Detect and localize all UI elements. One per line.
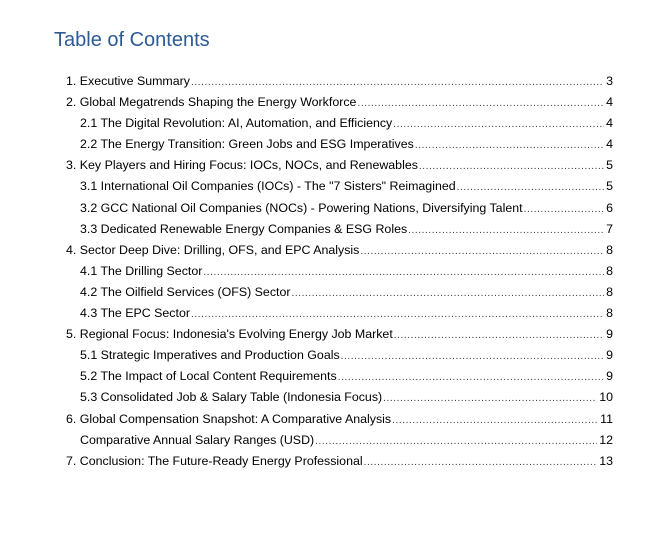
toc-entry-page: 3: [606, 74, 613, 88]
toc-entry[interactable]: 6. Global Compensation Snapshot: A Compa…: [66, 412, 613, 433]
toc-entry-page: 8: [606, 242, 613, 257]
toc-entry-label: Comparative Annual Salary Ranges (USD): [80, 432, 315, 447]
dot-leader: [191, 309, 604, 320]
dot-leader: [408, 225, 604, 236]
dot-leader: [393, 119, 604, 130]
dot-leader: [415, 140, 604, 151]
toc-entry[interactable]: 3. Key Players and Hiring Focus: IOCs, N…: [66, 158, 613, 179]
dot-leader: [291, 288, 604, 299]
toc-entry-label: 5. Regional Focus: Indonesia's Evolving …: [66, 327, 393, 342]
toc-entry-label: 2. Global Megatrends Shaping the Energy …: [66, 95, 357, 110]
toc-entry[interactable]: 5. Regional Focus: Indonesia's Evolving …: [66, 327, 613, 348]
toc-entry-label: 3.2 GCC National Oil Companies (NOCs) - …: [80, 200, 523, 215]
toc-entry-label: 2.2 The Energy Transition: Green Jobs an…: [80, 137, 414, 152]
toc-entry-label: 3.3 Dedicated Renewable Energy Companies…: [80, 221, 408, 236]
toc-entry[interactable]: 4. Sector Deep Dive: Drilling, OFS, and …: [66, 243, 613, 264]
toc-entry-page: 8: [606, 263, 613, 278]
toc-entry[interactable]: 3.3 Dedicated Renewable Energy Companies…: [66, 222, 613, 243]
toc-entry[interactable]: 4.1 The Drilling Sector 8: [66, 264, 613, 285]
dot-leader: [457, 182, 604, 193]
toc-entry[interactable]: 3.2 GCC National Oil Companies (NOCs) - …: [66, 201, 613, 222]
dot-leader: [419, 161, 604, 172]
toc-entry[interactable]: 2.1 The Digital Revolution: AI, Automati…: [66, 116, 613, 137]
toc-entry[interactable]: 7. Conclusion: The Future-Ready Energy P…: [66, 454, 613, 475]
toc-entry-page: 11: [600, 411, 613, 426]
toc-entry[interactable]: 5.1 Strategic Imperatives and Production…: [66, 348, 613, 369]
toc-entry-label: 3. Key Players and Hiring Focus: IOCs, N…: [66, 158, 418, 173]
toc-entry[interactable]: Comparative Annual Salary Ranges (USD) 12: [66, 433, 613, 454]
dot-leader: [360, 246, 604, 257]
toc-entry[interactable]: 5.3 Consolidated Job & Salary Table (Ind…: [66, 390, 613, 411]
toc-entry-page: 4: [606, 116, 613, 131]
dot-leader: [392, 415, 598, 426]
toc-entry-page: 5: [606, 158, 613, 173]
toc-entry-page: 13: [599, 453, 613, 468]
toc-entry-page: 9: [606, 348, 613, 363]
toc-entry-label: 5.2 The Impact of Local Content Requirem…: [80, 369, 337, 384]
toc-entry-page: 4: [606, 95, 613, 110]
toc-entry-label: 2.1 The Digital Revolution: AI, Automati…: [80, 116, 393, 131]
toc-entry-page: 9: [606, 327, 613, 342]
toc-entry-label: 5.3 Consolidated Job & Salary Table (Ind…: [80, 390, 383, 405]
dot-leader: [315, 436, 597, 447]
toc-entry-page: 6: [606, 200, 613, 215]
toc-entry-label: 4.1 The Drilling Sector: [80, 263, 203, 278]
toc-entry-label: 4.3 The EPC Sector: [80, 306, 190, 321]
toc-entry[interactable]: 2. Global Megatrends Shaping the Energy …: [66, 95, 613, 116]
toc-entry-label: 6. Global Compensation Snapshot: A Compa…: [66, 411, 392, 426]
toc-entry[interactable]: 5.2 The Impact of Local Content Requirem…: [66, 369, 613, 390]
toc-entry-label: 5.1 Strategic Imperatives and Production…: [80, 348, 340, 363]
toc-entry[interactable]: 1. Executive Summary 3: [66, 74, 613, 95]
dot-leader: [341, 351, 604, 362]
dot-leader: [203, 267, 604, 278]
toc-title: Table of Contents: [54, 29, 210, 51]
dot-leader: [524, 204, 605, 215]
toc-entry-page: 12: [599, 432, 613, 447]
toc-entry-page: 7: [606, 221, 613, 236]
dot-leader: [394, 330, 604, 341]
dot-leader: [357, 98, 604, 109]
dot-leader: [364, 457, 598, 468]
toc-entry-page: 8: [606, 284, 613, 299]
toc-entry[interactable]: 4.3 The EPC Sector 8: [66, 306, 613, 327]
toc-entry-label: 7. Conclusion: The Future-Ready Energy P…: [66, 453, 363, 468]
toc-entry-label: 3.1 International Oil Companies (IOCs) -…: [80, 179, 456, 194]
dot-leader: [383, 393, 597, 404]
toc-entry-label: 1. Executive Summary: [66, 74, 190, 88]
dot-leader: [191, 77, 604, 88]
table-of-contents: 1. Executive Summary 3 2. Global Megatrend…: [66, 74, 613, 475]
toc-entry-label: 4.2 The Oilfield Services (OFS) Sector: [80, 284, 291, 299]
dot-leader: [338, 372, 604, 383]
toc-entry-label: 4. Sector Deep Dive: Drilling, OFS, and …: [66, 242, 360, 257]
toc-entry[interactable]: 4.2 The Oilfield Services (OFS) Sector 8: [66, 285, 613, 306]
toc-entry-page: 4: [606, 137, 613, 152]
toc-entry-page: 8: [606, 306, 613, 321]
toc-entry-page: 5: [606, 179, 613, 194]
toc-entry-page: 10: [599, 390, 613, 405]
toc-entry-page: 9: [606, 369, 613, 384]
toc-entry[interactable]: 3.1 International Oil Companies (IOCs) -…: [66, 179, 613, 200]
toc-entry[interactable]: 2.2 The Energy Transition: Green Jobs an…: [66, 137, 613, 158]
